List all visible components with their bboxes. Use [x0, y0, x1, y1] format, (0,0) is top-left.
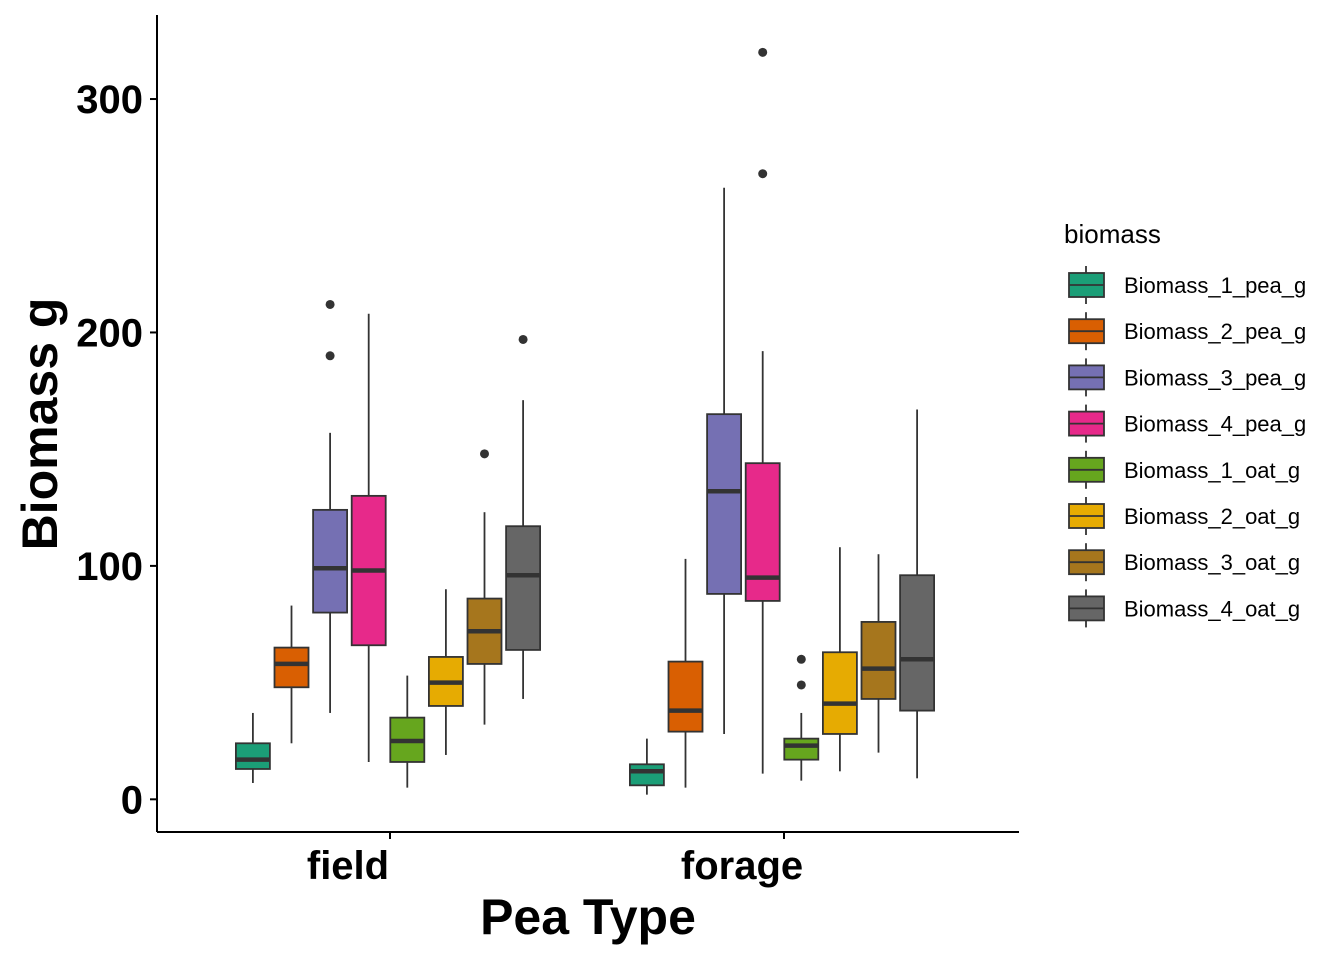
plot-area	[234, 47, 935, 795]
box-Biomass_4_pea_g-forage	[744, 47, 781, 774]
box-Biomass_4_oat_g-field	[505, 334, 542, 699]
legend-item: Biomass_1_oat_g	[1068, 450, 1300, 489]
box-body	[899, 574, 935, 712]
y-tick-label: 0	[121, 778, 143, 822]
box-body	[860, 621, 897, 700]
box-body	[505, 525, 542, 651]
outlier-point	[325, 351, 335, 361]
legend-label: Biomass_3_oat_g	[1124, 550, 1300, 575]
box-body	[629, 763, 665, 787]
outlier-point	[518, 334, 528, 344]
x-tick-label: field	[307, 844, 389, 888]
legend-item: Biomass_3_pea_g	[1068, 358, 1306, 397]
outlier-point	[796, 654, 806, 664]
legend: biomass Biomass_1_pea_gBiomass_2_pea_gBi…	[1064, 219, 1306, 628]
outlier-point	[325, 299, 335, 309]
box-body	[744, 462, 781, 602]
box-body	[706, 413, 742, 595]
box-Biomass_1_pea_g-forage	[629, 738, 665, 795]
outlier-point	[480, 449, 489, 459]
y-tick-label: 300	[76, 78, 143, 122]
box-Biomass_2_oat_g-forage	[822, 547, 858, 772]
x-tick-label: forage	[681, 844, 803, 888]
legend-label: Biomass_1_pea_g	[1124, 273, 1306, 298]
box-body	[273, 646, 310, 689]
box-Biomass_3_pea_g-forage	[706, 187, 742, 734]
box-Biomass_2_pea_g-field	[273, 605, 310, 744]
box-Biomass_4_oat_g-forage	[899, 409, 935, 779]
box-body	[667, 660, 704, 733]
box-Biomass_2_oat_g-field	[427, 589, 464, 755]
legend-item: Biomass_2_oat_g	[1068, 497, 1300, 535]
box-Biomass_2_pea_g-forage	[667, 558, 704, 788]
box-Biomass_3_oat_g-forage	[860, 554, 897, 753]
outlier-point	[796, 680, 806, 690]
outlier-point	[758, 47, 768, 57]
legend-label: Biomass_4_oat_g	[1124, 596, 1300, 621]
legend-item: Biomass_4_pea_g	[1068, 404, 1306, 443]
x-ticks: field forage	[307, 832, 803, 888]
box-Biomass_1_pea_g-field	[234, 712, 271, 783]
box-body	[822, 651, 858, 735]
box-Biomass_1_oat_g-field	[389, 675, 426, 788]
legend-label: Biomass_1_oat_g	[1124, 458, 1300, 483]
box-body	[234, 742, 271, 770]
outlier-point	[758, 169, 768, 179]
legend-item: Biomass_3_oat_g	[1068, 543, 1300, 582]
axes	[156, 15, 1019, 833]
legend-item: Biomass_2_pea_g	[1068, 312, 1306, 351]
legend-items: Biomass_1_pea_g Biomass_2_pea_g Biomass_3_…	[1068, 266, 1306, 628]
box-body	[312, 508, 349, 614]
legend-label: Biomass_2_pea_g	[1124, 319, 1306, 344]
y-axis-title: Biomass g	[12, 298, 68, 551]
legend-label: Biomass_3_pea_g	[1124, 365, 1306, 390]
box-Biomass_3_oat_g-field	[466, 449, 503, 725]
box-Biomass_1_oat_g-forage	[783, 654, 820, 781]
legend-item: Biomass_4_oat_g	[1068, 589, 1300, 628]
x-axis-title: Pea Type	[480, 889, 696, 945]
box-Biomass_3_pea_g-field	[312, 299, 349, 713]
legend-label: Biomass_4_pea_g	[1124, 412, 1306, 437]
y-tick-label: 100	[76, 545, 143, 589]
y-ticks: 0 100 200 300	[76, 78, 157, 822]
legend-title: biomass	[1064, 219, 1161, 249]
y-tick-label: 200	[76, 311, 143, 355]
legend-item: Biomass_1_pea_g	[1068, 266, 1306, 304]
box-Biomass_4_pea_g-field	[350, 313, 387, 762]
box-body	[783, 737, 820, 761]
legend-label: Biomass_2_oat_g	[1124, 504, 1300, 529]
